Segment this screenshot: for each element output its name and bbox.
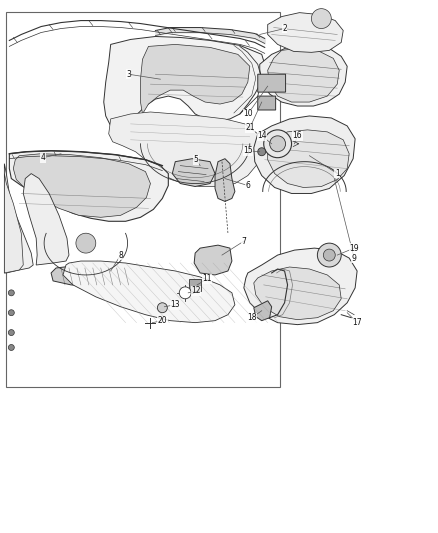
Polygon shape [254, 116, 355, 193]
Circle shape [11, 236, 16, 241]
Polygon shape [9, 151, 168, 221]
Text: 15: 15 [243, 146, 253, 155]
Polygon shape [254, 301, 272, 321]
Text: 6: 6 [245, 181, 250, 190]
Polygon shape [268, 49, 339, 102]
Text: 18: 18 [247, 313, 257, 322]
Circle shape [318, 243, 341, 267]
Circle shape [11, 251, 16, 255]
Circle shape [8, 344, 14, 351]
Circle shape [11, 265, 16, 270]
Circle shape [264, 130, 292, 158]
Circle shape [8, 290, 14, 296]
Polygon shape [104, 36, 265, 129]
Polygon shape [141, 44, 250, 114]
Text: 8: 8 [118, 251, 123, 260]
Text: 17: 17 [352, 318, 362, 327]
Text: 7: 7 [241, 237, 246, 246]
Text: 12: 12 [191, 286, 201, 295]
Polygon shape [215, 159, 235, 201]
Text: 10: 10 [243, 109, 253, 118]
Polygon shape [4, 174, 23, 273]
Polygon shape [244, 248, 357, 325]
Text: 9: 9 [352, 254, 357, 263]
Circle shape [179, 287, 191, 299]
Text: 14: 14 [257, 131, 267, 140]
Bar [7, 12, 279, 387]
Text: 4: 4 [41, 153, 46, 162]
Text: 19: 19 [350, 244, 359, 253]
Circle shape [323, 249, 335, 261]
Text: 16: 16 [293, 131, 302, 140]
Text: 20: 20 [158, 316, 167, 325]
Text: 13: 13 [170, 300, 180, 309]
Polygon shape [63, 261, 235, 322]
FancyBboxPatch shape [258, 96, 276, 110]
Polygon shape [13, 154, 150, 217]
Polygon shape [260, 44, 347, 106]
Text: 1: 1 [335, 169, 339, 178]
Circle shape [11, 221, 16, 226]
Circle shape [8, 329, 14, 336]
Bar [189, 279, 201, 291]
Polygon shape [23, 174, 69, 265]
Circle shape [8, 310, 14, 316]
Polygon shape [268, 130, 349, 188]
FancyBboxPatch shape [258, 74, 286, 92]
Polygon shape [254, 267, 341, 320]
Circle shape [76, 233, 96, 253]
Circle shape [258, 148, 266, 156]
Polygon shape [194, 245, 232, 275]
Text: 5: 5 [194, 155, 198, 164]
Circle shape [311, 9, 331, 29]
Circle shape [270, 136, 286, 152]
Polygon shape [51, 265, 135, 287]
Text: 2: 2 [282, 24, 287, 33]
Polygon shape [268, 13, 343, 52]
Text: 3: 3 [126, 70, 131, 79]
Polygon shape [4, 164, 33, 273]
Text: 21: 21 [245, 123, 254, 132]
Polygon shape [172, 159, 215, 187]
Text: 11: 11 [202, 274, 212, 284]
Polygon shape [109, 112, 262, 187]
Circle shape [157, 303, 167, 313]
